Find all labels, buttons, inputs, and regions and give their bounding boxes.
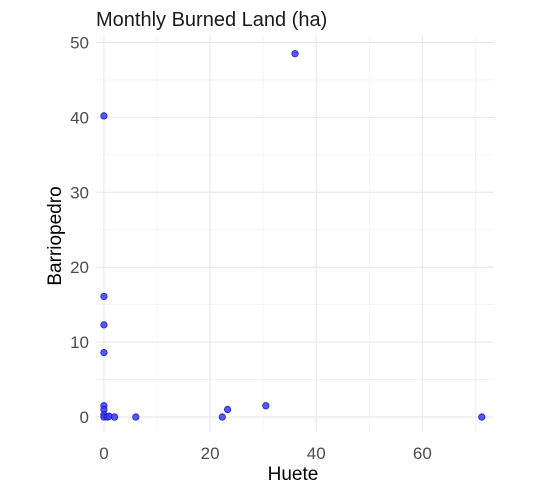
x-tick-label: 0	[99, 444, 108, 463]
major-gridlines	[96, 35, 494, 432]
y-tick-label: 30	[70, 183, 89, 202]
y-axis-title: Barriopedro	[45, 186, 66, 285]
x-tick-label: 60	[413, 444, 432, 463]
data-point	[218, 413, 226, 421]
data-point	[100, 348, 108, 357]
data-point	[291, 50, 299, 58]
chart-title: Monthly Burned Land (ha)	[96, 9, 327, 31]
data-point	[100, 321, 108, 329]
y-tick-label: 10	[70, 333, 89, 352]
data-point	[100, 112, 108, 120]
y-tick-label: 0	[80, 408, 89, 427]
data-point	[478, 413, 486, 421]
y-tick-label: 20	[70, 258, 89, 277]
x-axis-title: Huete	[268, 464, 319, 485]
x-axis-ticks: 0 20 40 60	[99, 444, 432, 463]
x-tick-label: 20	[201, 444, 220, 463]
data-points	[100, 50, 486, 421]
data-point	[132, 413, 140, 421]
x-tick-label: 40	[307, 444, 326, 463]
data-point	[110, 413, 119, 421]
y-axis-ticks: 0 10 20 30 40 50	[70, 33, 89, 427]
data-point	[100, 292, 108, 301]
data-point	[262, 402, 270, 410]
y-tick-label: 50	[70, 33, 89, 52]
minor-gridlines	[96, 35, 494, 432]
y-tick-label: 40	[70, 108, 89, 127]
data-point	[224, 405, 232, 414]
